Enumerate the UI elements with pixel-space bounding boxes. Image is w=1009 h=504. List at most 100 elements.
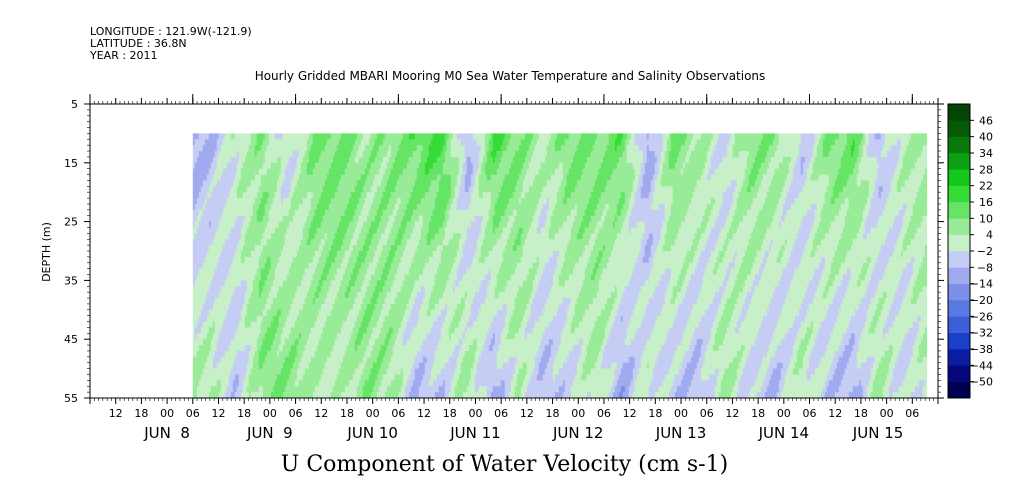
heatmap-cell	[216, 356, 220, 364]
heatmap-cell	[198, 345, 202, 352]
heatmap-cell	[382, 356, 386, 364]
heatmap-cell	[222, 356, 226, 364]
heatmap-cell	[374, 221, 378, 228]
heatmap-cell	[370, 133, 374, 140]
heatmap-cell	[370, 198, 374, 205]
heatmap-cell	[342, 333, 346, 340]
heatmap-cell	[216, 209, 220, 217]
heatmap-cell	[368, 133, 372, 140]
heatmap-cell	[386, 315, 390, 322]
heatmap-cell	[322, 327, 326, 334]
heatmap-cell	[412, 292, 416, 299]
heatmap-cell	[268, 262, 272, 270]
heatmap-cell	[222, 133, 226, 140]
heatmap-cell	[370, 209, 374, 217]
heatmap-cell	[248, 162, 252, 170]
heatmap-cell	[276, 221, 280, 228]
heatmap-cell	[274, 339, 278, 346]
heatmap-cell	[282, 268, 286, 275]
heatmap-cell	[404, 256, 408, 264]
heatmap-cell	[366, 321, 370, 328]
heatmap-cell	[310, 268, 314, 275]
heatmap-cell	[336, 174, 340, 181]
heatmap-cell	[332, 356, 336, 364]
heatmap-cell	[194, 368, 198, 375]
heatmap-cell	[376, 368, 380, 375]
heatmap-cell	[350, 227, 354, 234]
heatmap-cell	[202, 256, 206, 264]
heatmap-cell	[310, 280, 314, 287]
heatmap-cell	[302, 351, 306, 358]
heatmap-cell	[270, 156, 274, 164]
heatmap-cell	[310, 139, 314, 146]
heatmap-cell	[338, 380, 342, 387]
heatmap-cell	[312, 268, 316, 275]
heatmap-cell	[380, 145, 384, 152]
heatmap-cell	[196, 362, 200, 369]
heatmap-cell	[282, 374, 286, 381]
heatmap-cell	[368, 174, 372, 181]
heatmap-cell	[344, 156, 348, 164]
heatmap-cell	[406, 309, 410, 317]
heatmap-cell	[210, 392, 214, 399]
heatmap-cell	[342, 262, 346, 270]
heatmap-cell	[380, 156, 384, 164]
heatmap-cell	[332, 233, 336, 240]
heatmap-cell	[324, 204, 328, 211]
heatmap-cell	[274, 280, 278, 287]
heatmap-cell	[200, 174, 204, 181]
heatmap-cell	[384, 209, 388, 217]
heatmap-cell	[298, 139, 302, 146]
heatmap-cell	[252, 239, 256, 246]
heatmap-cell	[274, 309, 278, 317]
heatmap-cell	[302, 245, 306, 252]
heatmap-cell	[200, 368, 204, 375]
heatmap-cell	[258, 386, 262, 393]
heatmap-cell	[234, 292, 238, 299]
heatmap-cell	[218, 198, 222, 205]
heatmap-cell	[390, 251, 394, 258]
heatmap-cell	[258, 327, 262, 334]
heatmap-cell	[250, 262, 254, 270]
heatmap-cell	[326, 168, 330, 175]
heatmap-cell	[286, 268, 290, 275]
heatmap-cell	[248, 345, 252, 352]
heatmap-cell	[284, 139, 288, 146]
heatmap-cell	[292, 215, 296, 222]
heatmap-cell	[288, 215, 292, 222]
heatmap-cell	[324, 215, 328, 222]
heatmap-cell	[194, 351, 198, 358]
heatmap-cell	[386, 303, 390, 311]
heatmap-cell	[240, 321, 244, 328]
heatmap-cell	[230, 327, 234, 334]
heatmap-cell	[238, 327, 242, 334]
heatmap-cell	[284, 245, 288, 252]
heatmap-cell	[348, 356, 352, 364]
heatmap-cell	[358, 362, 362, 369]
heatmap-cell	[326, 339, 330, 346]
heatmap-cell	[262, 292, 266, 299]
heatmap-cell	[276, 215, 280, 222]
heatmap-cell	[296, 380, 300, 387]
heatmap-cell	[260, 303, 264, 311]
heatmap-cell	[234, 386, 238, 393]
heatmap-cell	[230, 198, 234, 205]
heatmap-cell	[218, 209, 222, 217]
heatmap-cell	[228, 139, 232, 146]
heatmap-cell	[206, 139, 210, 146]
heatmap-cell	[220, 221, 224, 228]
heatmap-cell	[342, 151, 346, 158]
heatmap-cell	[344, 245, 348, 252]
heatmap-cell	[364, 333, 368, 340]
heatmap-cell	[308, 262, 312, 270]
heatmap-cell	[318, 151, 322, 158]
heatmap-cell	[206, 274, 210, 281]
heatmap-cell	[330, 292, 334, 299]
heatmap-cell	[286, 168, 290, 175]
heatmap-cell	[246, 186, 250, 193]
heatmap-cell	[246, 374, 250, 381]
heatmap-cell	[338, 162, 342, 170]
heatmap-cell	[244, 315, 248, 322]
heatmap-cell	[304, 192, 308, 199]
heatmap-cell	[228, 180, 232, 187]
